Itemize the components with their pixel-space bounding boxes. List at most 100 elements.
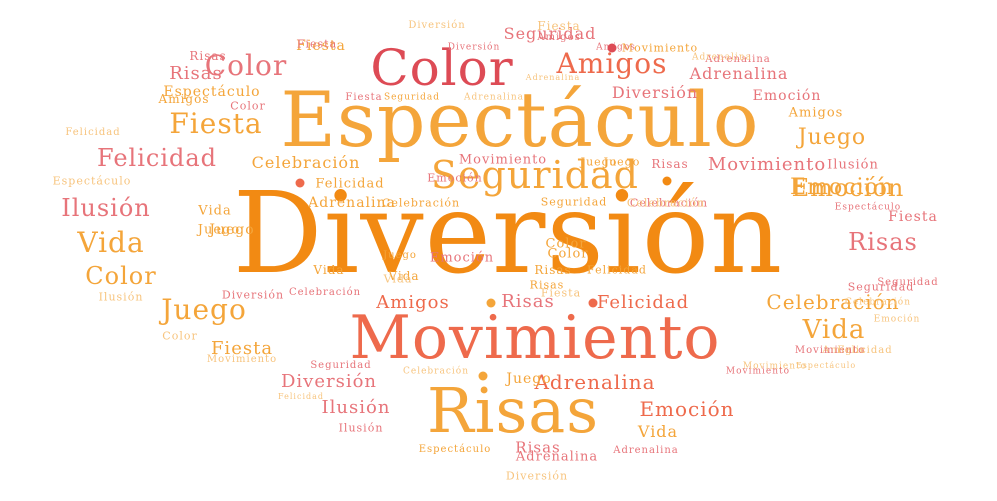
word-amigos: Amigos (376, 292, 450, 313)
word-vida: Vida (637, 422, 679, 441)
word-risas: Risas (651, 157, 689, 171)
word-color: Color (230, 99, 266, 113)
word-risas: Risas (169, 63, 223, 84)
word-juego: Juego (209, 222, 255, 238)
word-juego: Juego (506, 371, 552, 387)
word-felicidad: Felicidad (65, 127, 121, 138)
decorative-dot (588, 298, 598, 308)
word-ilusion: Ilusión (98, 290, 144, 304)
word-color: Color (547, 246, 589, 262)
word-seguridad: Seguridad (540, 195, 608, 209)
word-espectaculo: Espectáculo (418, 444, 492, 455)
word-emocion: Emoción (752, 88, 822, 104)
word-emocion: Emoción (790, 175, 894, 200)
word-vida: Vida (313, 263, 345, 277)
word-adrenalina: Adrenalina (613, 445, 679, 456)
decorative-dot (486, 298, 496, 308)
word-diversion: Diversión (447, 42, 501, 53)
word-amigos: Amigos (158, 92, 210, 106)
word-juego: Juego (197, 222, 241, 238)
word-diversion: Diversión (280, 371, 378, 392)
word-ilusion: Ilusión (338, 421, 384, 435)
word-fiesta: Fiesta (345, 92, 383, 103)
word-juego: Juego (580, 155, 618, 169)
word-fiesta: Fiesta (210, 338, 274, 359)
word-felicidad: Felicidad (587, 263, 647, 277)
word-amigos: Amigos (822, 345, 866, 356)
word-risas: Risas (534, 263, 572, 277)
word-emocion: Emoción (427, 171, 483, 185)
word-adrenalina: Adrenalina (705, 54, 771, 65)
word-risas: Risas (426, 374, 600, 447)
word-seguridad: Seguridad (383, 92, 441, 103)
word-felicidad: Felicidad (277, 392, 325, 401)
word-celebracion: Celebración (381, 196, 461, 210)
word-ilusion: Ilusión (321, 397, 391, 418)
word-amigos: Amigos (556, 47, 668, 80)
word-adrenalina: Adrenalina (689, 64, 789, 83)
word-diversion: Diversión (611, 83, 699, 102)
word-celebracion: Celebración (288, 287, 362, 298)
word-diversion: Diversión (505, 469, 569, 483)
word-color: Color (545, 236, 587, 252)
word-vida: Vida (802, 315, 866, 345)
word-risas: Risas (189, 49, 227, 63)
word-ilusion: Ilusión (827, 157, 879, 173)
word-color: Color (162, 329, 198, 343)
word-movimiento: Movimiento (206, 354, 278, 365)
word-fiesta: Fiesta (296, 38, 346, 54)
decorative-dot (607, 43, 617, 53)
word-juego: Juego (797, 125, 867, 150)
word-adrenalina: Adrenalina (464, 92, 524, 103)
word-vida: Vida (198, 203, 232, 219)
word-movimiento: Movimiento (794, 345, 866, 356)
word-seguridad: Seguridad (503, 24, 597, 43)
word-movimiento: Movimiento (458, 152, 548, 168)
word-amigos: Amigos (788, 105, 844, 121)
decorative-dot (478, 371, 488, 381)
decorative-dot (662, 176, 672, 186)
word-celebracion: Celebración (626, 196, 706, 210)
word-fiesta: Fiesta (169, 107, 263, 140)
word-fiesta: Fiesta (540, 286, 582, 300)
word-juego: Juego (383, 250, 417, 261)
word-movimiento: Movimiento (349, 303, 721, 373)
word-felicidad: Felicidad (315, 176, 385, 192)
word-risas: Risas (529, 278, 565, 292)
word-amigos: Amigos (537, 32, 581, 43)
word-adrenalina: Adrenalina (692, 52, 752, 63)
word-espectaculo: Espectáculo (795, 361, 857, 370)
word-celebracion: Celebración (403, 366, 469, 377)
word-fiesta: Fiesta (888, 209, 938, 225)
word-espectaculo: Espectáculo (280, 75, 760, 164)
word-adrenalina: Adrenalina (308, 195, 396, 211)
word-diversion: Diversión (232, 169, 784, 299)
word-ilusion: Ilusión (61, 194, 151, 222)
word-seguridad: Seguridad (431, 153, 639, 197)
word-adrenalina: Adrenalina (534, 370, 656, 394)
word-diversion: Diversión (221, 288, 285, 302)
word-celebracion: Celebración (766, 290, 900, 314)
word-espectaculo: Espectáculo (163, 84, 261, 100)
word-adrenalina: Adrenalina (515, 449, 599, 465)
word-vida: Vida (388, 269, 420, 283)
word-felicidad: Felicidad (837, 345, 893, 356)
word-risas: Risas (848, 228, 918, 256)
word-risas: Risas (501, 291, 555, 312)
word-risas: Risas (515, 438, 561, 457)
word-color: Color (370, 39, 514, 97)
word-celebracion: Celebración (845, 297, 911, 308)
word-espectaculo: Espectáculo (834, 202, 902, 213)
word-juego: Juego (161, 293, 247, 326)
word-vida: Vida (77, 226, 145, 259)
decorative-dot (295, 178, 305, 188)
word-celebracion: Celebración (629, 196, 709, 210)
word-diversion: Diversión (408, 20, 466, 31)
word-fiesta: Fiesta (296, 37, 338, 51)
word-color: Color (204, 49, 288, 82)
word-juego: Juego (603, 155, 641, 169)
word-movimiento: Movimiento (621, 41, 699, 55)
word-movimiento: Movimiento (742, 361, 808, 372)
word-movimiento: Movimiento (725, 366, 791, 377)
